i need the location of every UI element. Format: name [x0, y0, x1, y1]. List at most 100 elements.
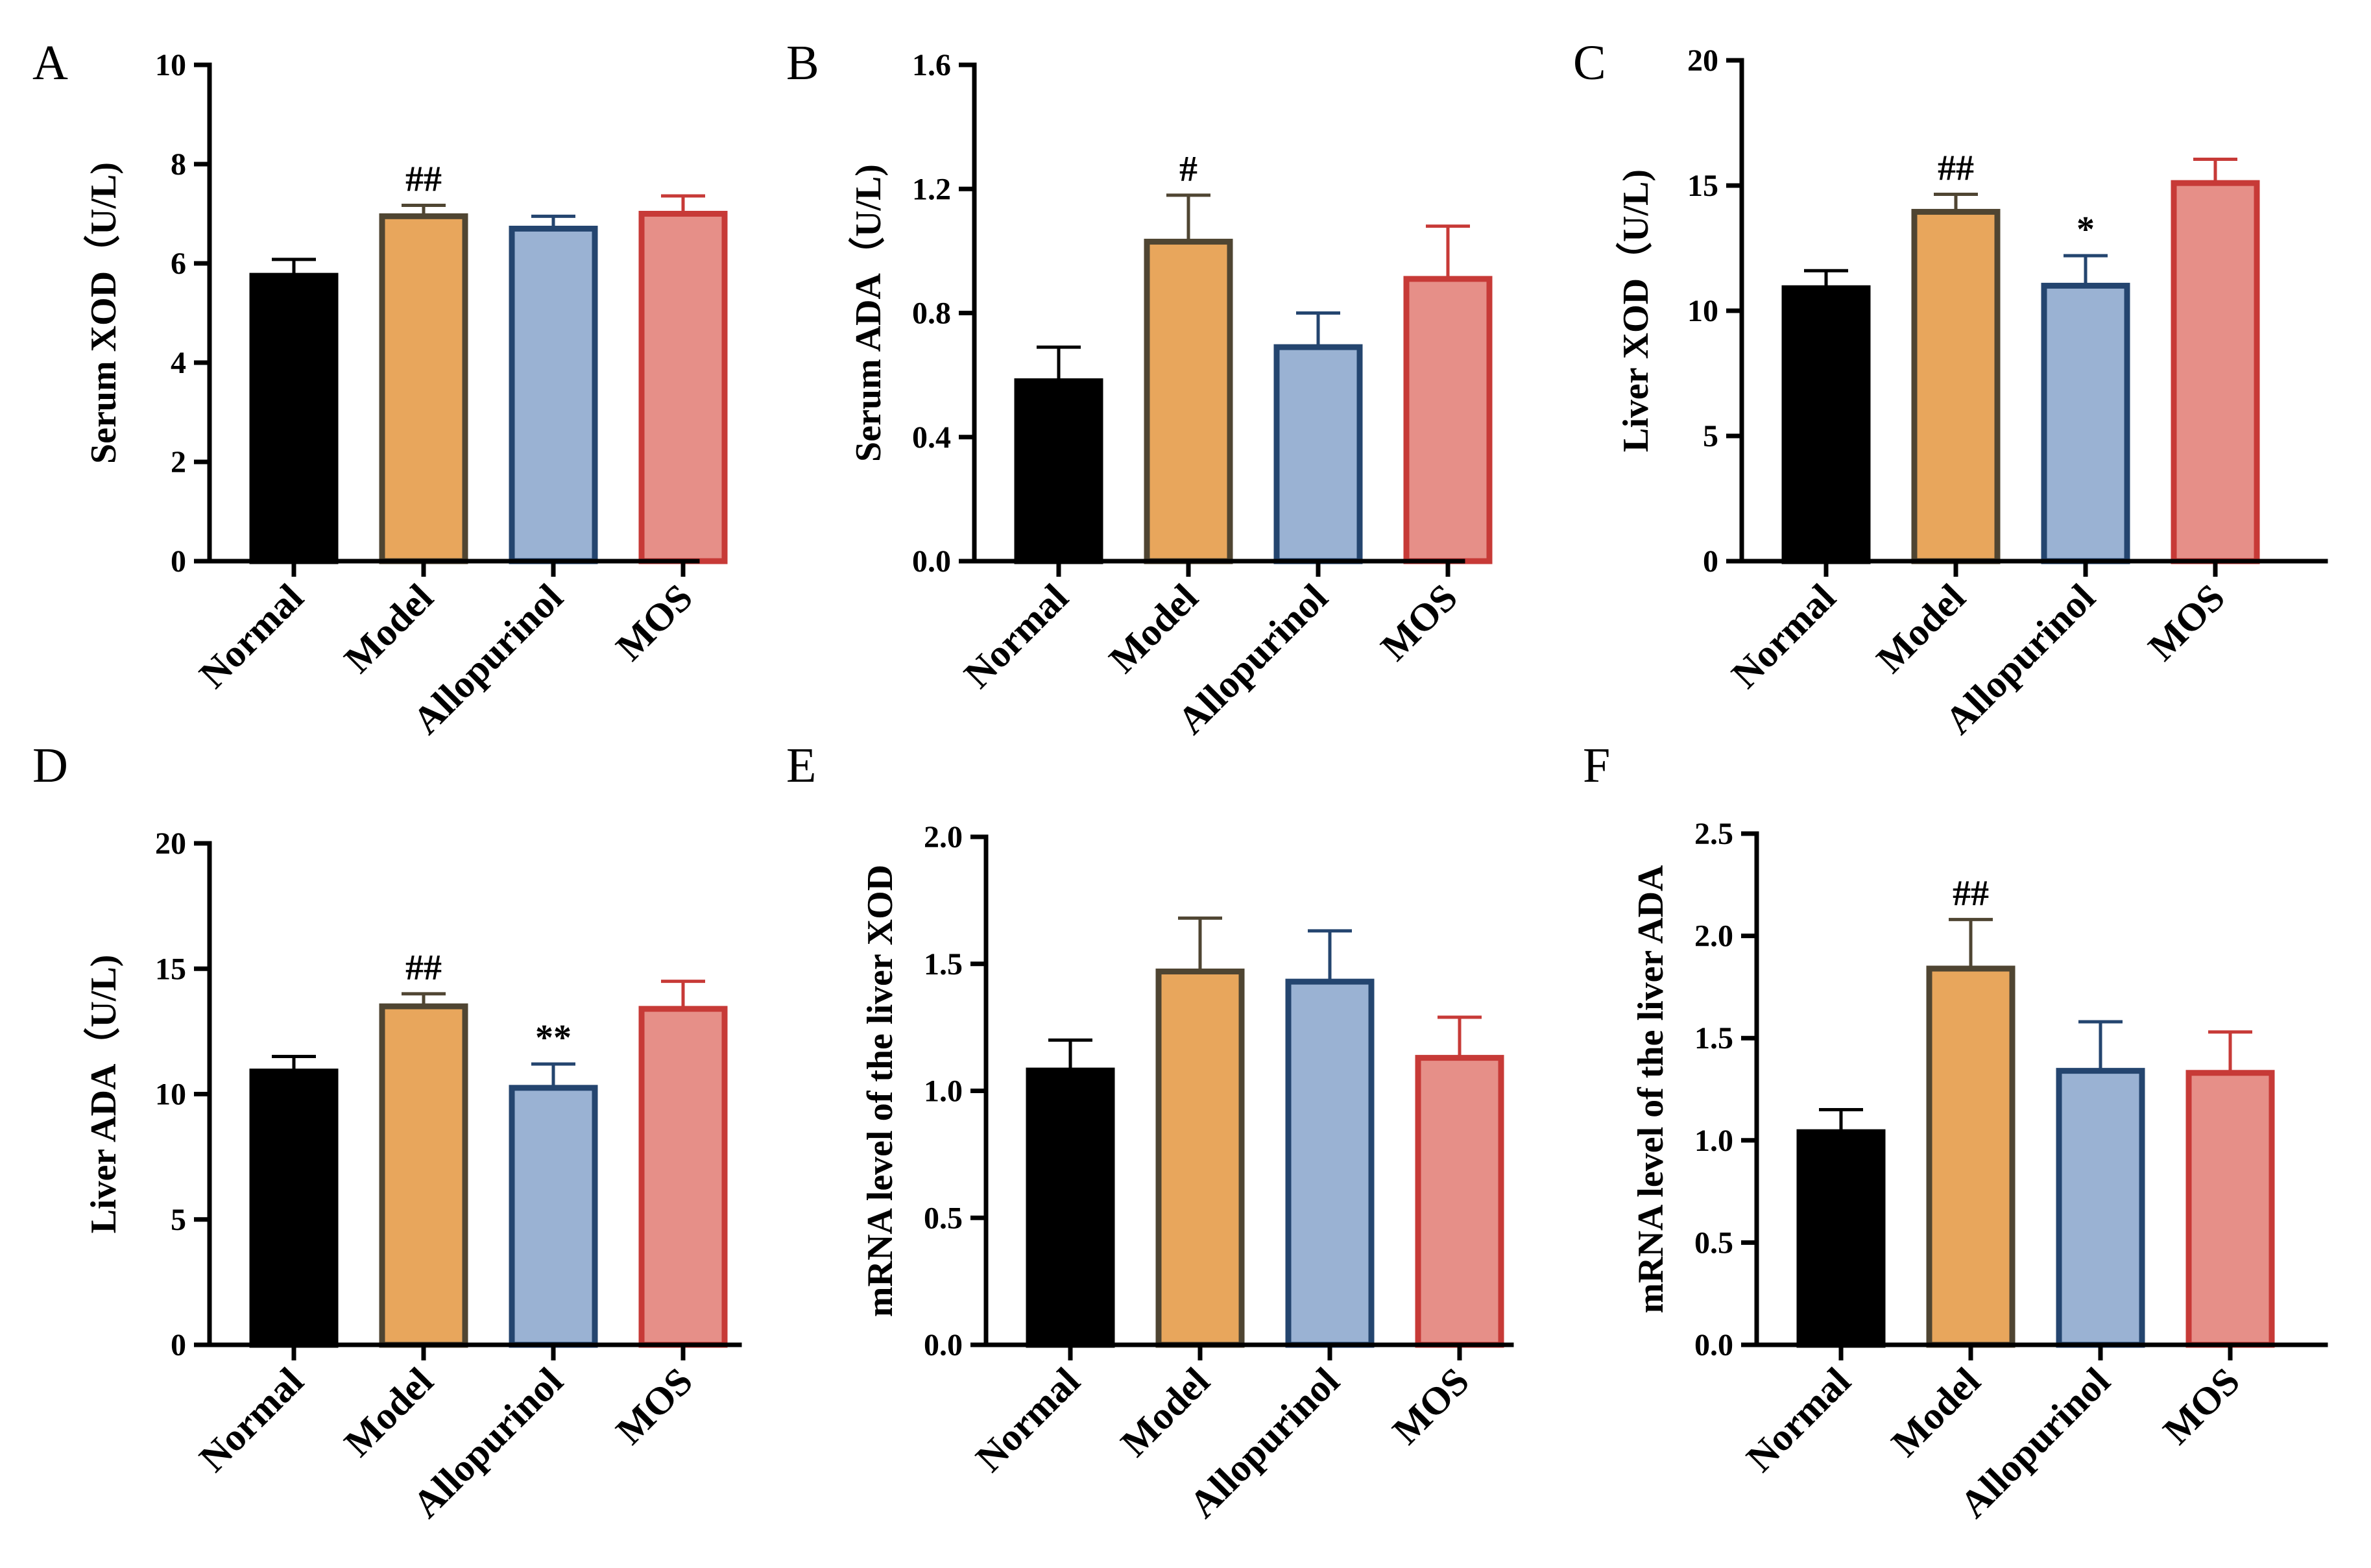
bar-mos	[2171, 180, 2260, 564]
bar-normal	[1796, 1129, 1886, 1348]
y-tick-label: 2	[171, 445, 186, 479]
bar-mos	[638, 211, 728, 564]
y-tick-label: 0.0	[1694, 1328, 1733, 1362]
significance-label: ##	[1938, 149, 1974, 189]
x-tick-label: Model	[1113, 1360, 1218, 1465]
bar-model	[379, 213, 468, 564]
x-tick-label: MOS	[608, 576, 701, 669]
x-tick-label: MOS	[608, 1360, 701, 1453]
x-tick-label: Model	[336, 576, 441, 681]
bar-normal	[1026, 1067, 1115, 1348]
bar-normal	[249, 272, 339, 564]
y-axis-title: Serum XOD（U/L)	[83, 162, 124, 464]
bar-allopurinol	[2041, 282, 2130, 564]
panel-letter: C	[1573, 36, 1606, 90]
bar-allopurinol	[2056, 1068, 2145, 1348]
x-tick-label: Model	[336, 1360, 441, 1465]
y-tick-label: 0	[171, 544, 186, 579]
y-tick-label: 5	[1703, 419, 1718, 453]
y-tick-label: 20	[1687, 43, 1718, 78]
y-axis-title: mRNA level of the liver XOD	[860, 865, 900, 1317]
y-axis-title: Liver XOD（U/L)	[1615, 169, 1656, 452]
y-axis-title: Liver ADA（U/L)	[83, 955, 124, 1234]
y-tick-label: 5	[171, 1203, 186, 1237]
y-tick-label: 15	[155, 952, 186, 986]
x-tick-label: Model	[1101, 576, 1206, 681]
y-tick-label: 6	[171, 247, 186, 281]
bar-allopurinol	[509, 225, 598, 564]
x-tick-label: Normal	[191, 1360, 311, 1480]
significance-label: ##	[405, 159, 442, 199]
y-tick-label: 10	[155, 48, 186, 82]
y-tick-label: 0.4	[912, 420, 951, 455]
bar-allopurinol	[1273, 344, 1363, 564]
panel-letter: A	[32, 36, 68, 90]
y-axis-title: Serum ADA（U/L)	[848, 164, 889, 462]
y-tick-label: 0.0	[912, 544, 951, 579]
y-tick-label: 10	[155, 1078, 186, 1112]
x-tick-label: Normal	[956, 576, 1076, 697]
y-tick-label: 1.6	[912, 48, 951, 82]
x-tick-label: Normal	[1738, 1360, 1859, 1480]
bar-mos	[1415, 1055, 1504, 1348]
significance-label: *	[2076, 210, 2095, 250]
bar-allopurinol	[509, 1085, 598, 1348]
y-tick-label: 20	[155, 826, 186, 861]
significance-label: #	[1179, 149, 1198, 189]
x-tick-label: Normal	[967, 1360, 1088, 1480]
bar-mos	[1403, 276, 1493, 564]
bar-mos	[2185, 1070, 2275, 1348]
y-tick-label: 15	[1687, 169, 1718, 203]
bar-normal	[1781, 285, 1871, 564]
x-tick-label: Model	[1883, 1360, 1988, 1465]
y-tick-label: 0	[1703, 544, 1718, 579]
bar-allopurinol	[1285, 978, 1375, 1348]
significance-label: ##	[405, 948, 442, 988]
bar-normal	[1014, 378, 1103, 564]
y-tick-label: 0	[171, 1328, 186, 1362]
y-tick-label: 2.0	[1694, 919, 1733, 954]
x-tick-label: MOS	[1373, 576, 1465, 669]
y-tick-label: 2.5	[1694, 817, 1733, 851]
y-tick-label: 1.5	[924, 947, 963, 982]
x-tick-label: MOS	[2140, 576, 2233, 669]
bar-mos	[638, 1006, 728, 1348]
panel-letter: E	[786, 738, 816, 793]
y-tick-label: 1.5	[1694, 1021, 1733, 1055]
y-tick-label: 1.0	[1694, 1124, 1733, 1158]
significance-label: ##	[1953, 873, 1989, 913]
x-tick-label: MOS	[1384, 1360, 1477, 1453]
panel-letter: D	[32, 738, 68, 793]
bar-model	[1155, 968, 1245, 1348]
y-tick-label: 1.0	[924, 1074, 963, 1109]
y-tick-label: 0.5	[1694, 1225, 1733, 1260]
y-tick-label: 8	[171, 147, 186, 182]
bar-model	[379, 1003, 468, 1348]
y-tick-label: 0.5	[924, 1201, 963, 1235]
y-axis-title: mRNA level of the liver ADA	[1631, 865, 1671, 1314]
y-tick-label: 2.0	[924, 820, 963, 854]
panel-letter: B	[786, 36, 819, 90]
significance-label: **	[535, 1018, 572, 1058]
panel-letter: F	[1583, 738, 1610, 793]
y-tick-label: 0.8	[912, 296, 951, 331]
y-tick-label: 0.0	[924, 1328, 963, 1362]
x-tick-label: Normal	[191, 576, 311, 697]
bar-model	[1926, 965, 2016, 1348]
bar-model	[1911, 209, 2001, 564]
y-tick-label: 10	[1687, 294, 1718, 328]
y-tick-label: 4	[171, 346, 186, 380]
bar-model	[1144, 239, 1233, 564]
bar-normal	[249, 1068, 339, 1348]
x-tick-label: MOS	[2155, 1360, 2248, 1453]
x-tick-label: Model	[1868, 576, 1973, 681]
x-tick-label: Normal	[1723, 576, 1844, 697]
y-tick-label: 1.2	[912, 172, 951, 206]
